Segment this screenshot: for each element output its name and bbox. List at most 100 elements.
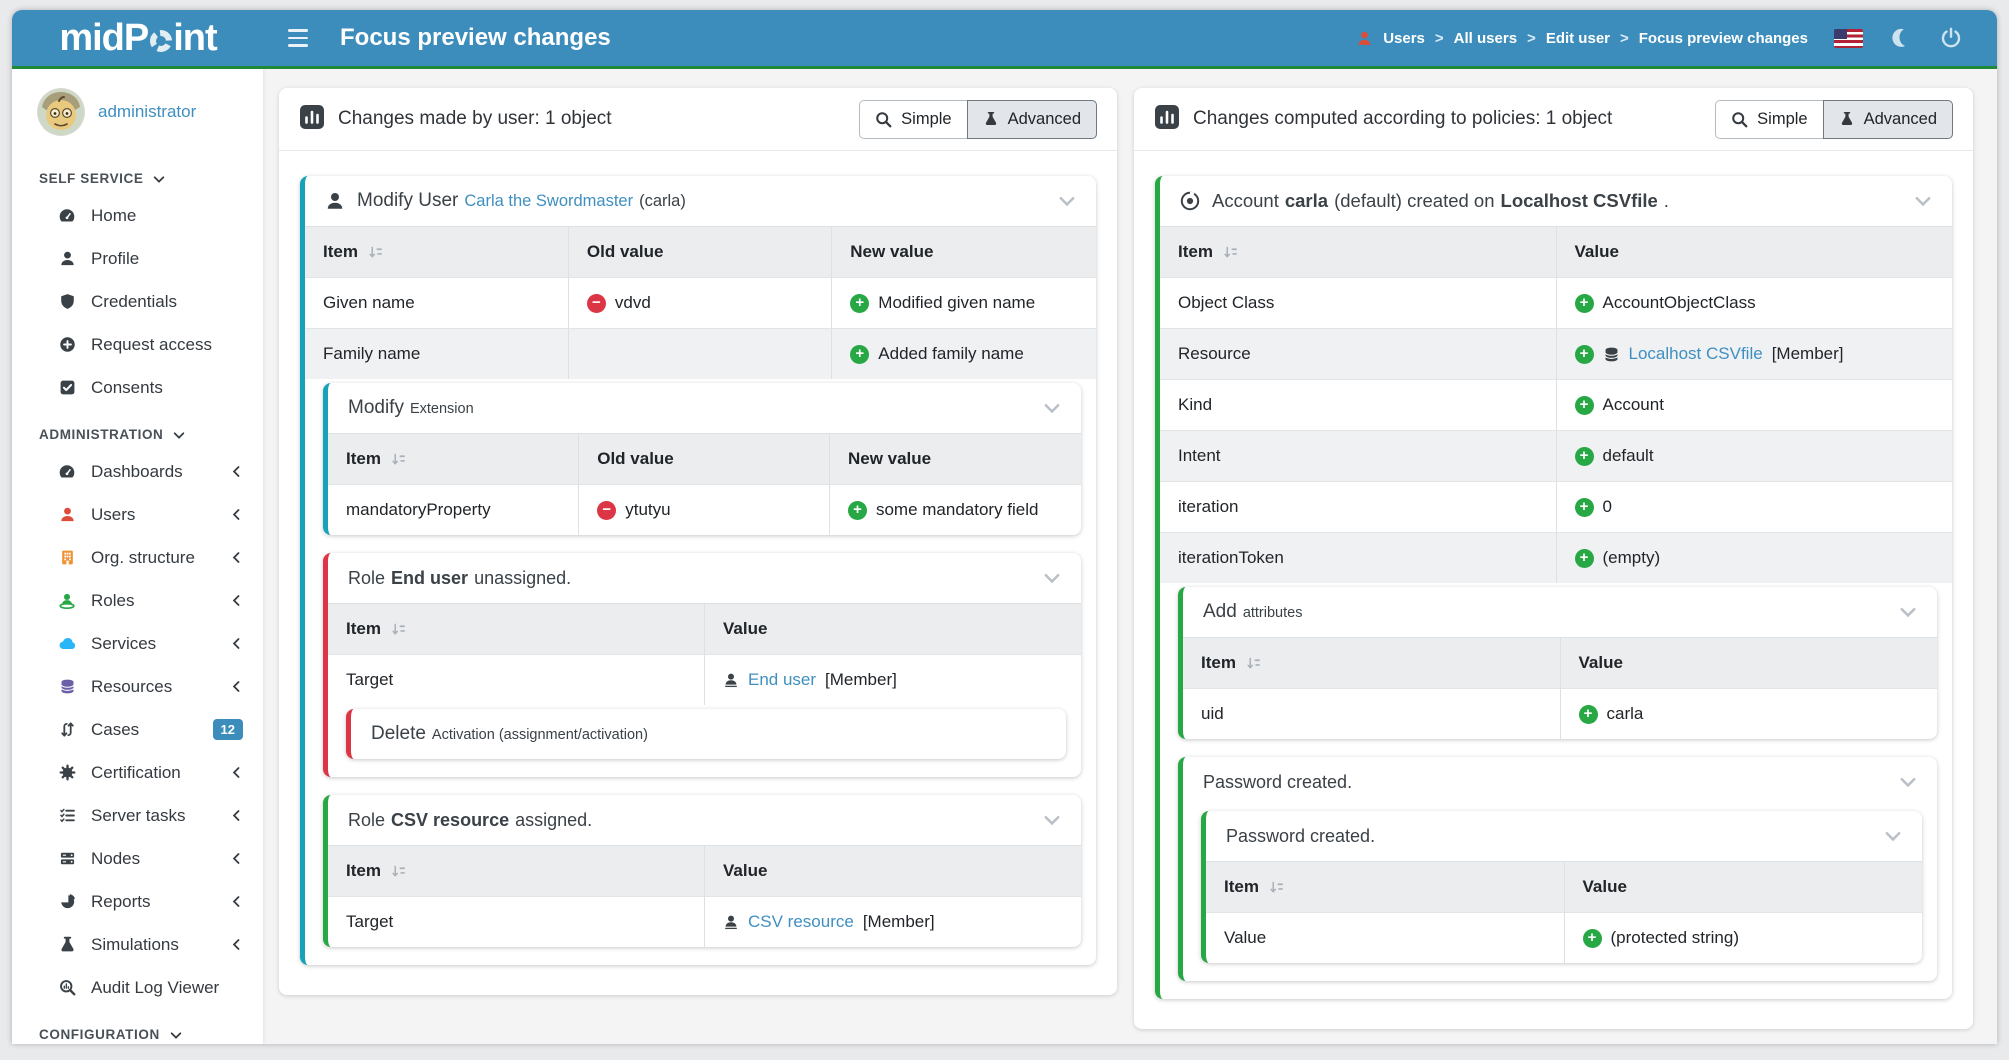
sidebar-item-cases[interactable]: Cases 12: [12, 708, 263, 751]
breadcrumb-edit-user[interactable]: Edit user: [1545, 29, 1610, 47]
chevron-down-icon: [170, 1031, 182, 1039]
card-role-end-user-header[interactable]: Role End user unassigned.: [328, 553, 1081, 603]
advanced-button[interactable]: Advanced: [1822, 99, 1953, 139]
sidebar-username[interactable]: administrator: [98, 102, 197, 121]
sidebar-section-configuration[interactable]: CONFIGURATION: [12, 1009, 263, 1044]
collapse-chevron-icon[interactable]: [1044, 190, 1078, 212]
account-resource-name: Localhost CSVfile: [1500, 190, 1658, 211]
sort-icon[interactable]: [368, 245, 383, 260]
sidebar-item-nodes[interactable]: Nodes: [12, 837, 263, 880]
sidebar-section-administration[interactable]: ADMINISTRATION: [12, 409, 263, 450]
breadcrumb-all-users[interactable]: All users: [1453, 29, 1518, 47]
menu-toggle-icon[interactable]: [278, 18, 318, 58]
sidebar-item-users[interactable]: Users: [12, 493, 263, 536]
resource-link[interactable]: Localhost CSVfile: [1628, 344, 1763, 363]
sidebar-item-resources[interactable]: Resources: [12, 665, 263, 708]
sidebar-item-credentials[interactable]: Credentials: [12, 280, 263, 323]
logo-text-pre: midP: [59, 16, 149, 59]
role-name: CSV resource: [391, 809, 510, 830]
card-account-header[interactable]: Account carla (default) created on Local…: [1160, 176, 1952, 226]
dark-mode-moon-icon[interactable]: [1889, 26, 1913, 50]
sidebar-item-simulations[interactable]: Simulations: [12, 923, 263, 966]
top-navbar: midP int Focus preview changes Users > Al…: [12, 10, 1997, 66]
sidebar-item-home[interactable]: Home: [12, 194, 263, 237]
main-content: Changes made by user: 1 object Simple Ad…: [263, 69, 1997, 1044]
column-header-item: Item: [346, 861, 381, 880]
sort-icon[interactable]: [1223, 245, 1238, 260]
removed-value-icon: [597, 500, 617, 520]
logout-power-icon[interactable]: [1939, 26, 1963, 50]
app-window: midP int Focus preview changes Users > Al…: [12, 10, 1997, 1044]
search-mode-toggle: Simple Advanced: [1715, 99, 1953, 139]
sidebar-item-reports[interactable]: Reports: [12, 880, 263, 923]
collapse-chevron-icon[interactable]: [1885, 601, 1919, 623]
sidebar-item-org-structure[interactable]: Org. structure: [12, 536, 263, 579]
sidebar-section-self-service[interactable]: SELF SERVICE: [12, 153, 263, 194]
collapse-chevron-icon[interactable]: [1029, 809, 1063, 831]
table-row: iterationToken (empty): [1160, 532, 1952, 583]
left-panel-header: Changes made by user: 1 object Simple Ad…: [279, 88, 1117, 151]
sort-icon[interactable]: [391, 622, 406, 637]
sidebar-item-label: Request access: [91, 334, 212, 354]
sidebar-item-profile[interactable]: Profile: [12, 237, 263, 280]
sidebar-item-server-tasks[interactable]: Server tasks: [12, 794, 263, 837]
value: 0: [1602, 497, 1612, 516]
collapse-chevron-icon[interactable]: [1900, 190, 1934, 212]
breadcrumb-users[interactable]: Users: [1383, 29, 1425, 47]
card-role-csv-header[interactable]: Role CSV resource assigned.: [328, 795, 1081, 845]
card-password-outer-header[interactable]: Password created.: [1183, 757, 1937, 807]
sidebar-item-services[interactable]: Services: [12, 622, 263, 665]
plus-circle-icon: [56, 336, 78, 353]
user-avatar[interactable]: [38, 89, 84, 135]
sidebar-item-request-access[interactable]: Request access: [12, 323, 263, 366]
card-modify-extension-header[interactable]: Modify Extension: [328, 383, 1081, 433]
column-header-value: Value: [1555, 226, 1952, 278]
database-icon: [56, 678, 78, 695]
password-table: Item Value Value (protected string): [1206, 861, 1922, 963]
card-role-csv-assigned: Role CSV resource assigned. It: [323, 795, 1081, 947]
simple-button-label: Simple: [901, 109, 952, 128]
card-password-inner-header[interactable]: Password created.: [1206, 811, 1922, 861]
sort-icon[interactable]: [391, 452, 406, 467]
cloud-icon: [56, 634, 78, 653]
sort-icon[interactable]: [1269, 880, 1284, 895]
midpoint-logo[interactable]: midP int: [12, 17, 264, 60]
task-list-icon: [56, 807, 78, 824]
target-link[interactable]: CSV resource: [748, 912, 854, 931]
simple-button[interactable]: Simple: [1715, 99, 1824, 139]
sidebar-item-certification[interactable]: Certification: [12, 751, 263, 794]
target-link[interactable]: End user: [748, 670, 817, 689]
card-title: Modify: [348, 397, 404, 418]
logo-text-post: int: [173, 16, 217, 59]
sidebar-item-audit-log-viewer[interactable]: Audit Log Viewer: [12, 966, 263, 1009]
sidebar-item-consents[interactable]: Consents: [12, 366, 263, 409]
sidebar-item-label: Profile: [91, 248, 140, 268]
building-icon: [56, 549, 78, 566]
simple-button[interactable]: Simple: [859, 99, 968, 139]
column-header-item: Item: [1201, 653, 1236, 672]
card-modify-user-header[interactable]: Modify User Carla the Swordmaster (carla…: [305, 176, 1096, 226]
collapse-chevron-icon[interactable]: [1885, 771, 1919, 793]
value: (protected string): [1610, 928, 1740, 947]
user-link[interactable]: Carla the Swordmaster: [464, 192, 634, 210]
table-row: Kind Account: [1160, 379, 1952, 431]
collapse-chevron-icon[interactable]: [1029, 567, 1063, 589]
sort-icon[interactable]: [1246, 656, 1261, 671]
collapse-chevron-icon[interactable]: [1870, 825, 1904, 847]
locale-flag-icon[interactable]: [1834, 28, 1863, 48]
simple-button-label: Simple: [1757, 109, 1808, 128]
card-title: Modify User: [357, 190, 459, 211]
sort-icon[interactable]: [391, 864, 406, 879]
added-value-icon: [1574, 497, 1594, 517]
angle-left-icon: [232, 896, 240, 907]
advanced-button[interactable]: Advanced: [966, 99, 1097, 139]
card-add-attributes-header[interactable]: Add attributes: [1183, 587, 1937, 637]
angle-left-icon: [232, 509, 240, 520]
sidebar-item-dashboards[interactable]: Dashboards: [12, 450, 263, 493]
pie-chart-icon: [56, 893, 78, 910]
sidebar-item-roles[interactable]: Roles: [12, 579, 263, 622]
advanced-button-label: Advanced: [1863, 109, 1937, 128]
card-delete-activation-header[interactable]: Delete Activation (assignment/activation…: [351, 709, 1066, 759]
collapse-chevron-icon[interactable]: [1029, 397, 1063, 419]
item-cell: Family name: [305, 328, 569, 379]
